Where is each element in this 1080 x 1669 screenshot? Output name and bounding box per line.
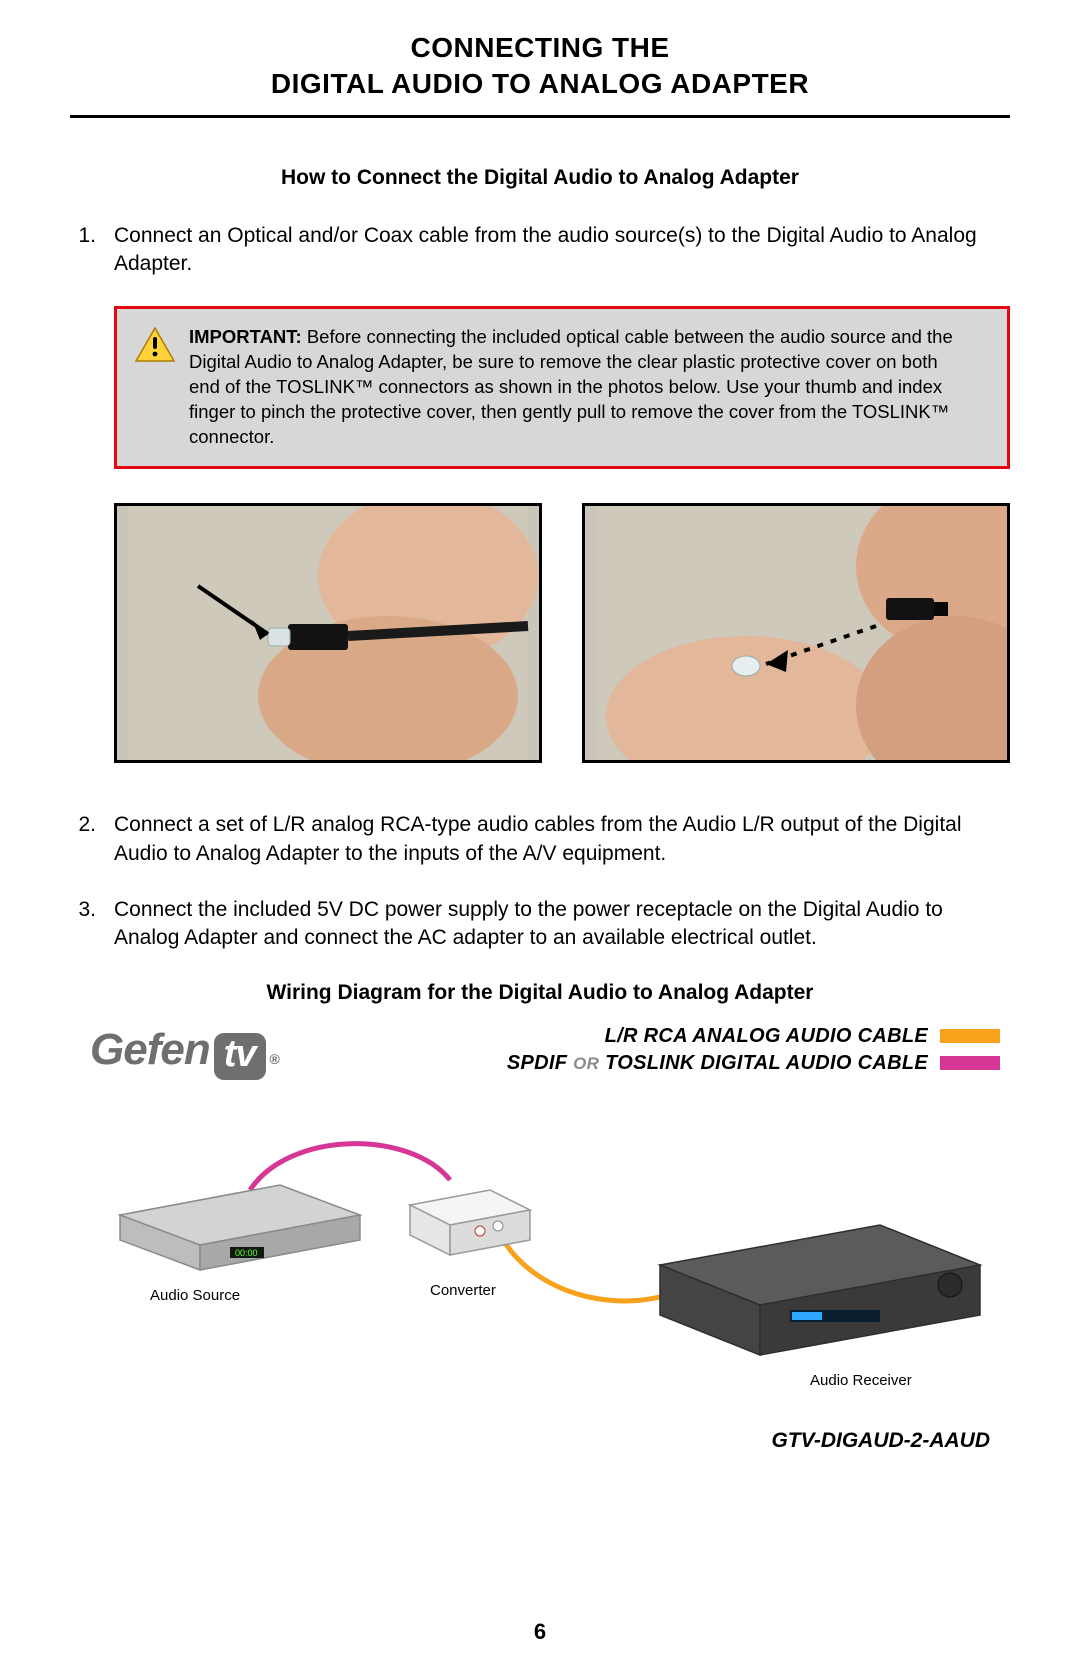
brand-tv: tv bbox=[214, 1033, 266, 1080]
brand-main: Gefen bbox=[90, 1025, 210, 1075]
legend-swatch-spdif bbox=[940, 1056, 1000, 1070]
wiring-legend: L/R RCA ANALOG AUDIO CABLE SPDIF OR TOSL… bbox=[507, 1025, 1000, 1079]
step-number: 2. bbox=[70, 811, 114, 868]
title-line-2: DIGITAL AUDIO TO ANALOG ADAPTER bbox=[271, 68, 809, 99]
warning-icon bbox=[135, 327, 175, 363]
legend-label: L/R RCA ANALOG AUDIO CABLE bbox=[605, 1025, 928, 1048]
model-number: GTV-DIGAUD-2-AAUD bbox=[771, 1429, 990, 1453]
step-2: 2. Connect a set of L/R analog RCA-type … bbox=[70, 811, 1010, 868]
legend-row-spdif: SPDIF OR TOSLINK DIGITAL AUDIO CABLE bbox=[507, 1052, 1000, 1075]
title-line-1: CONNECTING THE bbox=[411, 32, 670, 63]
node-audio-receiver: Audio Receiver bbox=[660, 1225, 980, 1389]
important-body: Before connecting the included optical c… bbox=[189, 326, 953, 447]
important-callout: IMPORTANT: Before connecting the include… bbox=[114, 306, 1010, 469]
svg-text:Audio Source: Audio Source bbox=[150, 1287, 240, 1304]
wiring-svg: 00:00 Audio Source Converter Audio Recei… bbox=[80, 1095, 1000, 1425]
step-number: 3. bbox=[70, 896, 114, 953]
step-text: Connect an Optical and/or Coax cable fro… bbox=[114, 222, 1010, 279]
legend-label: SPDIF OR TOSLINK DIGITAL AUDIO CABLE bbox=[507, 1052, 928, 1075]
photo-toslink-with-cap bbox=[114, 503, 542, 763]
step-text: Connect a set of L/R analog RCA-type aud… bbox=[114, 811, 1010, 868]
svg-text:Converter: Converter bbox=[430, 1282, 496, 1299]
steps-list-cont: 2. Connect a set of L/R analog RCA-type … bbox=[70, 811, 1010, 952]
photo-row bbox=[114, 503, 1010, 763]
step-text: Connect the included 5V DC power supply … bbox=[114, 896, 1010, 953]
page-number: 6 bbox=[0, 1619, 1080, 1645]
important-label: IMPORTANT: bbox=[189, 326, 302, 347]
important-text: IMPORTANT: Before connecting the include… bbox=[189, 325, 967, 450]
step-3: 3. Connect the included 5V DC power supp… bbox=[70, 896, 1010, 953]
legend-swatch-rca bbox=[940, 1029, 1000, 1043]
wiring-heading: Wiring Diagram for the Digital Audio to … bbox=[70, 981, 1010, 1005]
howto-heading: How to Connect the Digital Audio to Anal… bbox=[70, 166, 1010, 190]
svg-text:00:00: 00:00 bbox=[235, 1248, 258, 1258]
page-title: CONNECTING THE DIGITAL AUDIO TO ANALOG A… bbox=[70, 30, 1010, 118]
brand-reg: ® bbox=[270, 1051, 279, 1067]
node-converter: Converter bbox=[410, 1190, 530, 1299]
step-1: 1. Connect an Optical and/or Coax cable … bbox=[70, 222, 1010, 279]
steps-list: 1. Connect an Optical and/or Coax cable … bbox=[70, 222, 1010, 279]
node-audio-source: 00:00 Audio Source bbox=[120, 1185, 360, 1304]
photo-toslink-cap-removed bbox=[582, 503, 1010, 763]
brand-logo: Gefentv® bbox=[90, 1025, 279, 1078]
legend-row-rca: L/R RCA ANALOG AUDIO CABLE bbox=[507, 1025, 1000, 1048]
svg-text:Audio Receiver: Audio Receiver bbox=[810, 1372, 912, 1389]
step-number: 1. bbox=[70, 222, 114, 279]
wiring-diagram: Gefentv® L/R RCA ANALOG AUDIO CABLE SPDI… bbox=[80, 1025, 1000, 1445]
